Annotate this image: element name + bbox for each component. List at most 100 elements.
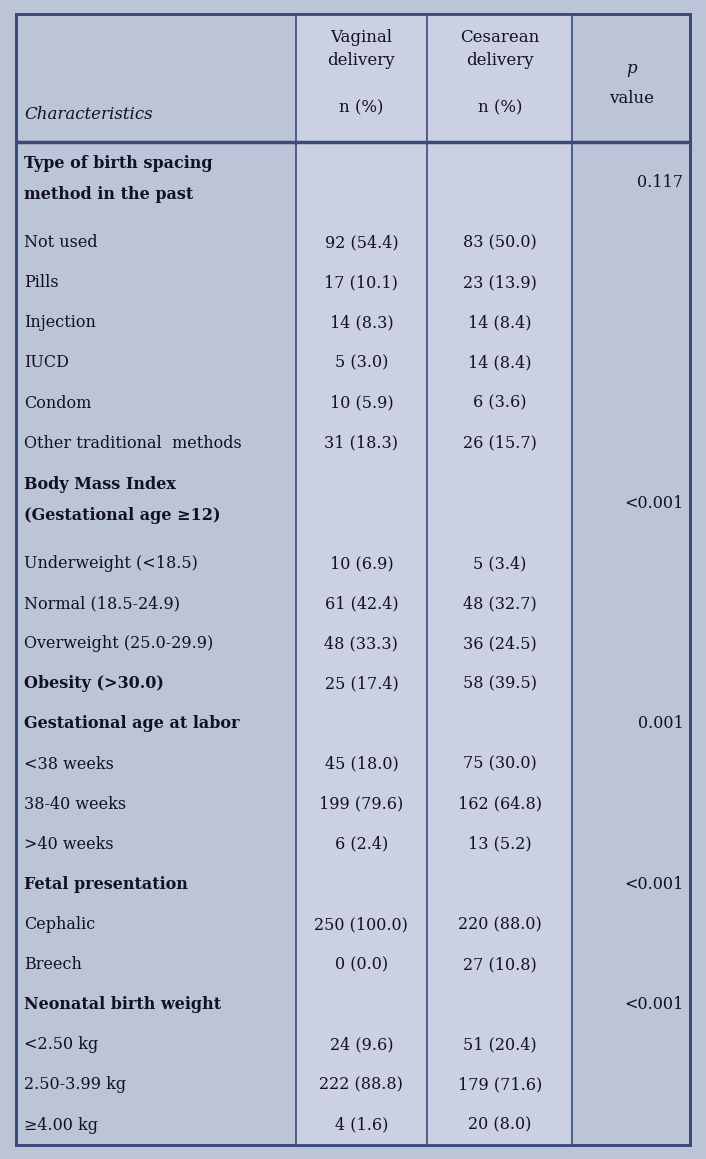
Bar (427, 583, 573, 624)
Bar (427, 1025, 573, 1065)
Bar (427, 544, 573, 583)
Bar (296, 704, 427, 744)
Text: Normal (18.5-24.9): Normal (18.5-24.9) (24, 595, 180, 612)
Text: Fetal presentation: Fetal presentation (24, 876, 188, 892)
Bar (427, 343, 573, 382)
Bar (427, 423, 573, 464)
Text: 14 (8.4): 14 (8.4) (468, 355, 532, 371)
Text: 13 (5.2): 13 (5.2) (468, 836, 532, 853)
Text: 26 (15.7): 26 (15.7) (463, 435, 537, 452)
Text: ≥4.00 kg: ≥4.00 kg (24, 1116, 98, 1134)
Text: method in the past: method in the past (24, 187, 193, 203)
Bar (296, 865, 427, 904)
Text: <2.50 kg: <2.50 kg (24, 1036, 98, 1054)
Text: 45 (18.0): 45 (18.0) (325, 756, 398, 773)
Text: 92 (54.4): 92 (54.4) (325, 234, 398, 252)
Text: 5 (3.0): 5 (3.0) (335, 355, 388, 371)
Text: 14 (8.3): 14 (8.3) (330, 314, 393, 331)
Text: Neonatal birth weight: Neonatal birth weight (24, 997, 221, 1013)
Bar (427, 865, 573, 904)
Text: Other traditional  methods: Other traditional methods (24, 435, 241, 452)
Bar (296, 1065, 427, 1105)
Text: Underweight (<18.5): Underweight (<18.5) (24, 555, 198, 571)
Text: 48 (33.3): 48 (33.3) (325, 635, 398, 653)
Text: Breech: Breech (24, 956, 82, 974)
Bar (296, 904, 427, 945)
Bar (427, 263, 573, 302)
Text: 48 (32.7): 48 (32.7) (463, 595, 537, 612)
Bar (427, 14, 573, 143)
Text: 10 (6.9): 10 (6.9) (330, 555, 393, 571)
Text: 83 (50.0): 83 (50.0) (463, 234, 537, 252)
Text: Injection: Injection (24, 314, 96, 331)
Bar (296, 945, 427, 985)
Bar (296, 302, 427, 343)
Bar (427, 302, 573, 343)
Bar (427, 664, 573, 704)
Text: (Gestational age ≥12): (Gestational age ≥12) (24, 508, 220, 524)
Bar (296, 263, 427, 302)
Bar (296, 343, 427, 382)
Text: 36 (24.5): 36 (24.5) (463, 635, 537, 653)
Bar (296, 223, 427, 263)
Text: 38-40 weeks: 38-40 weeks (24, 795, 126, 812)
Text: <0.001: <0.001 (624, 997, 683, 1013)
Bar (427, 744, 573, 785)
Text: 20 (8.0): 20 (8.0) (468, 1116, 532, 1134)
Text: <0.001: <0.001 (624, 495, 683, 512)
Bar (427, 1105, 573, 1145)
Bar (427, 143, 573, 223)
Text: 75 (30.0): 75 (30.0) (463, 756, 537, 773)
Bar (427, 1065, 573, 1105)
Text: Pills: Pills (24, 275, 59, 291)
Text: 162 (64.8): 162 (64.8) (457, 795, 542, 812)
Text: value: value (609, 90, 654, 108)
Text: 27 (10.8): 27 (10.8) (463, 956, 537, 974)
Text: >40 weeks: >40 weeks (24, 836, 114, 853)
Bar (427, 824, 573, 865)
Text: 179 (71.6): 179 (71.6) (457, 1077, 542, 1093)
Bar (296, 544, 427, 583)
Text: 10 (5.9): 10 (5.9) (330, 394, 393, 411)
Text: Type of birth spacing: Type of birth spacing (24, 155, 213, 173)
Bar (296, 583, 427, 624)
Text: Not used: Not used (24, 234, 97, 252)
Text: 17 (10.1): 17 (10.1) (325, 275, 398, 291)
Text: p: p (626, 60, 637, 78)
Text: 0.001: 0.001 (638, 715, 683, 732)
Bar (427, 223, 573, 263)
Bar (427, 464, 573, 544)
Text: Condom: Condom (24, 394, 91, 411)
Text: 61 (42.4): 61 (42.4) (325, 595, 398, 612)
Text: 58 (39.5): 58 (39.5) (463, 676, 537, 692)
Text: Characteristics: Characteristics (24, 105, 152, 123)
Bar (296, 664, 427, 704)
Text: Vaginal
delivery

n (%): Vaginal delivery n (%) (328, 29, 395, 116)
Bar (296, 985, 427, 1025)
Text: 24 (9.6): 24 (9.6) (330, 1036, 393, 1054)
Text: 0 (0.0): 0 (0.0) (335, 956, 388, 974)
Text: 250 (100.0): 250 (100.0) (314, 916, 408, 933)
Bar (427, 945, 573, 985)
Text: 14 (8.4): 14 (8.4) (468, 314, 532, 331)
Text: <38 weeks: <38 weeks (24, 756, 114, 773)
Text: 0.117: 0.117 (638, 174, 683, 191)
Bar (296, 744, 427, 785)
Text: IUCD: IUCD (24, 355, 69, 371)
Text: Obesity (>30.0): Obesity (>30.0) (24, 676, 164, 692)
Text: Body Mass Index: Body Mass Index (24, 476, 176, 494)
Bar (296, 1105, 427, 1145)
Text: 2.50-3.99 kg: 2.50-3.99 kg (24, 1077, 126, 1093)
Text: 25 (17.4): 25 (17.4) (325, 676, 398, 692)
Bar (296, 785, 427, 824)
Text: 31 (18.3): 31 (18.3) (325, 435, 398, 452)
Bar (296, 14, 427, 143)
Text: 222 (88.8): 222 (88.8) (320, 1077, 403, 1093)
Bar (296, 143, 427, 223)
Bar (427, 624, 573, 664)
Text: 51 (20.4): 51 (20.4) (463, 1036, 537, 1054)
Text: 199 (79.6): 199 (79.6) (319, 795, 404, 812)
Text: <0.001: <0.001 (624, 876, 683, 892)
Bar (427, 785, 573, 824)
Bar (427, 904, 573, 945)
